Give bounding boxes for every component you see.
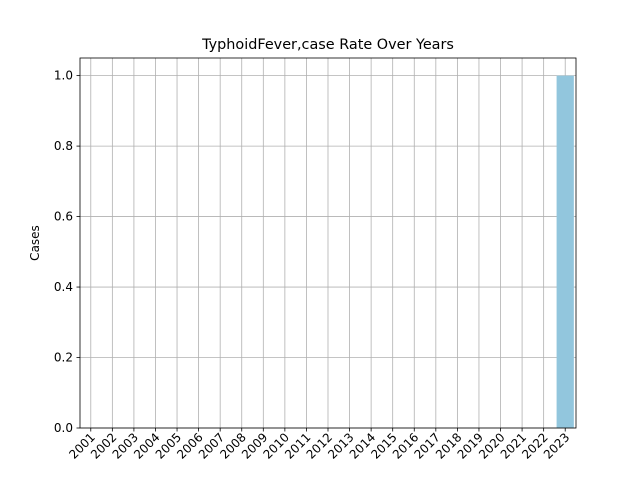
x-axis-label: Year: [314, 478, 340, 480]
y-tick-label: 0.2: [54, 351, 73, 365]
y-tick-label: 0.6: [54, 210, 73, 224]
grid: [80, 58, 576, 429]
axes: 0.00.20.40.60.81.02001200220032004200520…: [54, 57, 577, 462]
plot-frame: [79, 57, 577, 429]
chart-title: TyphoidFever,case Rate Over Years: [201, 37, 454, 53]
bars: [556, 75, 574, 428]
y-axis-label: Cases: [28, 225, 42, 261]
bar: [556, 75, 574, 428]
y-tick-label: 0.0: [54, 421, 73, 435]
y-tick-label: 0.4: [54, 280, 73, 294]
y-tick-label: 0.8: [54, 139, 73, 153]
y-tick-label: 1.0: [54, 69, 73, 83]
